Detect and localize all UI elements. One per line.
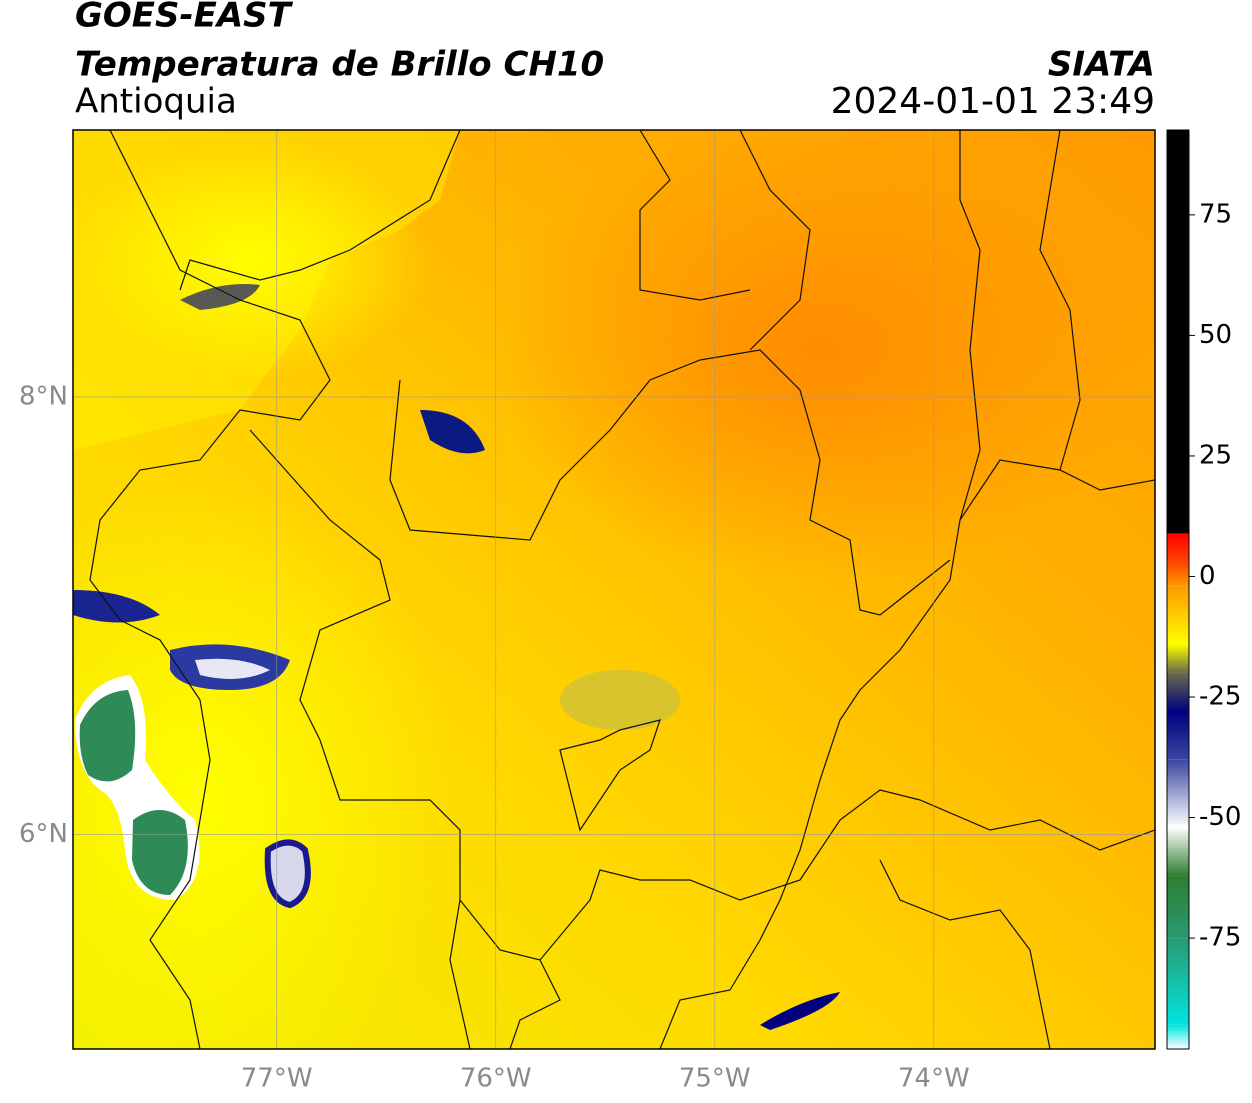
x-tick-label: 77°W — [241, 1064, 313, 1094]
x-tick-label: 75°W — [679, 1064, 751, 1094]
y-tick-label: 6°N — [19, 819, 68, 849]
colorbar-tick-label: -50 — [1199, 802, 1241, 832]
colorbar-segment — [1167, 130, 1189, 534]
colorbar-segment — [1167, 533, 1189, 534]
colorbar — [1167, 130, 1189, 1049]
subtitle: Temperatura de Brillo CH10 — [75, 45, 604, 85]
colorbar-segment — [1167, 759, 1189, 828]
colorbar-segment — [1167, 827, 1189, 876]
colorbar-segment — [1167, 938, 1189, 1025]
x-tick-label: 74°W — [898, 1064, 970, 1094]
colorbar-segment — [1167, 672, 1189, 712]
colorbar-tick-label: 0 — [1199, 561, 1216, 591]
x-tick-label: 76°W — [460, 1064, 532, 1094]
map-frame — [72, 129, 1156, 1050]
colorbar-tick-label: -25 — [1199, 682, 1241, 712]
colorbar-segment — [1167, 875, 1189, 939]
datetime: 2024-01-01 23:49 — [831, 81, 1155, 122]
source: SIATA — [1048, 45, 1155, 85]
colorbar-segment — [1167, 1024, 1189, 1049]
colorbar-tick-label: -75 — [1199, 923, 1241, 953]
colorbar-tick-label: 25 — [1199, 440, 1232, 470]
grid — [73, 130, 1155, 1049]
colorbar-segment — [1167, 643, 1189, 673]
colorbar-segment — [1167, 533, 1189, 563]
colorbar-segment — [1167, 586, 1189, 644]
colorbar-tick-label: 50 — [1199, 320, 1232, 350]
colorbar-tick-label: 75 — [1199, 199, 1232, 229]
colorbar-frame — [1166, 129, 1190, 1050]
y-tick-label: 8°N — [19, 381, 68, 411]
map-image — [73, 130, 1155, 1049]
region: Antioquia — [75, 82, 237, 122]
colorbar-segment — [1167, 562, 1189, 587]
title: GOES-EAST — [75, 0, 294, 36]
colorbar-segment — [1167, 711, 1189, 760]
